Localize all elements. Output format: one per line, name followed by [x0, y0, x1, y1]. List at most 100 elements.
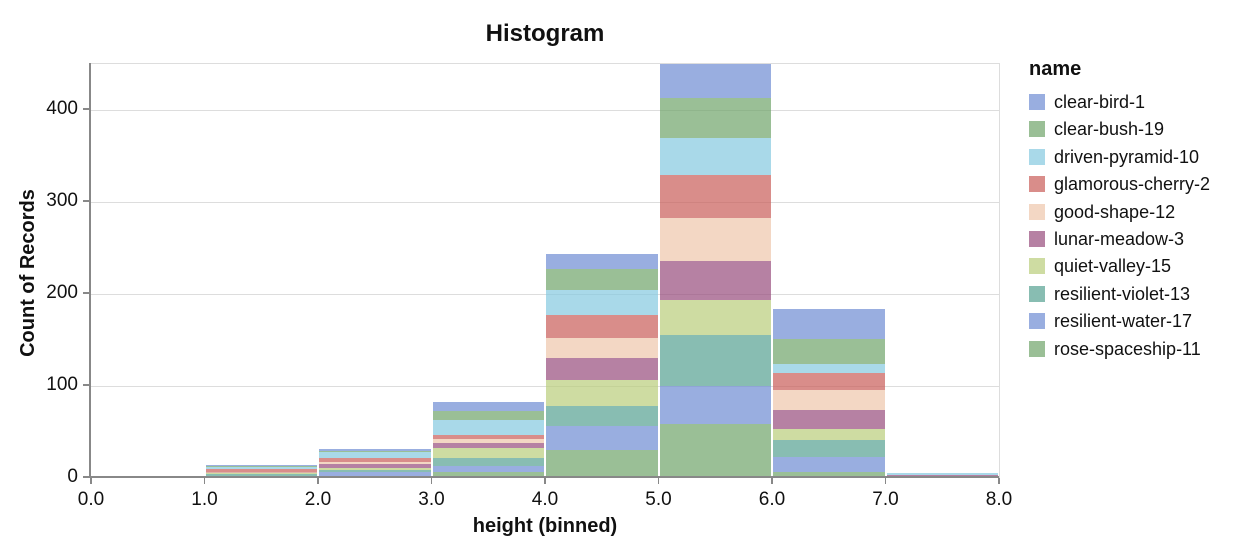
bar-segment-quiet-valley-15: [546, 379, 658, 407]
bar-segment-clear-bird-1: [773, 308, 885, 340]
bar-segment-resilient-water-17: [319, 472, 431, 477]
legend-item-clear-bush-19: clear-bush-19: [1029, 119, 1210, 140]
bar-segment-clear-bush-19: [205, 466, 317, 467]
x-tick-label: 7.0: [872, 489, 899, 510]
x-axis-title: height (binned): [472, 515, 618, 537]
legend-swatch: [1029, 148, 1045, 165]
legend-label: quiet-valley-15: [1054, 256, 1172, 277]
legend-item-driven-pyramid-10: driven-pyramid-10: [1029, 146, 1210, 167]
legend-swatch: [1029, 285, 1045, 302]
x-tick: [998, 478, 1000, 484]
bar-segment-clear-bird-1: [319, 449, 431, 452]
y-tick-label: 0: [67, 466, 78, 487]
bar-segment-rose-spaceship-11: [546, 450, 658, 478]
bar-segment-clear-bush-19: [432, 410, 544, 421]
bar-segment-rose-spaceship-11: [659, 423, 771, 478]
x-tick-label: 6.0: [758, 489, 786, 510]
y-tick: [83, 476, 89, 478]
legend-items: clear-bird-1 clear-bush-19 driven-pyramid-…: [1029, 92, 1211, 359]
plot-area: [91, 63, 1000, 478]
bar-segment-resilient-water-17: [659, 386, 771, 424]
x-tick-label: 8.0: [985, 489, 1013, 510]
x-tick-label: 3.0: [418, 489, 445, 510]
bar-segment-clear-bird-1: [205, 465, 317, 467]
bar-segment-resilient-violet-13: [546, 406, 658, 427]
chart-title: Histogram: [485, 20, 605, 47]
x-tick: [884, 478, 886, 484]
bar-segment-resilient-violet-13: [773, 440, 885, 457]
legend-label: lunar-meadow-3: [1054, 228, 1185, 249]
bar-segment-clear-bush-19: [773, 339, 885, 364]
legend-swatch: [1029, 121, 1045, 138]
legend-label: driven-pyramid-10: [1054, 146, 1200, 167]
x-tick: [544, 478, 546, 484]
legend-swatch: [1029, 313, 1045, 330]
bar-segment-lunar-meadow-3: [659, 260, 771, 301]
bar-segment-resilient-water-17: [432, 466, 544, 472]
bar-segment-clear-bush-19: [546, 269, 658, 291]
x-tick: [317, 478, 319, 484]
bar-segment-glamorous-cherry-2: [205, 468, 317, 472]
bar-segment-quiet-valley-15: [205, 473, 317, 475]
legend-swatch: [1029, 176, 1045, 193]
x-tick-label: 2.0: [304, 489, 332, 510]
bar-segment-quiet-valley-15: [432, 447, 544, 458]
legend-label: resilient-violet-13: [1054, 283, 1191, 304]
legend-label: glamorous-cherry-2: [1054, 174, 1211, 195]
bar-segment-driven-pyramid-10: [659, 137, 771, 176]
bar-segment-glamorous-cherry-2: [546, 315, 658, 339]
x-axis-line: [89, 476, 999, 478]
bar-segment-resilient-violet-13: [319, 469, 431, 473]
y-tick: [83, 384, 89, 386]
bar-segment-lunar-meadow-3: [432, 443, 544, 448]
x-tick: [657, 478, 659, 484]
x-tick: [430, 478, 432, 484]
legend-label: clear-bird-1: [1054, 92, 1146, 112]
bar-segment-good-shape-12: [432, 439, 544, 444]
bar-segment-driven-pyramid-10: [205, 466, 317, 469]
y-tick: [83, 200, 89, 202]
bar-segment-good-shape-12: [319, 462, 431, 465]
bar-segment-lunar-meadow-3: [773, 409, 885, 430]
legend-item-good-shape-12: good-shape-12: [1029, 203, 1210, 221]
gridline: [91, 109, 999, 111]
bar-segment-glamorous-cherry-2: [773, 373, 885, 390]
bar-segment-driven-pyramid-10: [773, 363, 885, 374]
legend-swatch: [1029, 340, 1045, 357]
gridline: [91, 385, 999, 387]
x-tick: [203, 478, 205, 484]
y-tick: [83, 108, 89, 110]
y-tick-label: 200: [46, 282, 78, 303]
y-tick-label: 400: [46, 98, 78, 119]
bar-segment-lunar-meadow-3: [319, 464, 431, 468]
bar-segment-glamorous-cherry-2: [659, 175, 771, 218]
legend-item-lunar-meadow-3: lunar-meadow-3: [1029, 228, 1210, 249]
bar-segment-rose-spaceship-11: [432, 471, 544, 478]
bar-segment-clear-bush-19: [319, 451, 431, 453]
bar-segment-lunar-meadow-3: [205, 472, 317, 474]
y-tick-label: 300: [46, 190, 78, 211]
y-axis-line: [89, 63, 91, 478]
bar-segment-driven-pyramid-10: [886, 473, 998, 476]
legend-title: name: [1029, 58, 1082, 80]
bar-segment-clear-bird-1: [432, 401, 544, 411]
bar-segment-clear-bush-19: [659, 98, 771, 138]
bar-segment-driven-pyramid-10: [432, 420, 544, 435]
x-tick: [771, 478, 773, 484]
legend-item-glamorous-cherry-2: glamorous-cherry-2: [1029, 174, 1211, 195]
legend-item-rose-spaceship-11: rose-spaceship-11: [1029, 338, 1210, 359]
legend-label: clear-bush-19: [1054, 119, 1165, 140]
legend-item-clear-bird-1: clear-bird-1: [1029, 92, 1210, 112]
bar-segment-resilient-violet-13: [432, 457, 544, 467]
bar-segment-driven-pyramid-10: [546, 290, 658, 316]
bar-segment-resilient-violet-13: [659, 335, 771, 386]
x-tick-label: 5.0: [645, 489, 672, 510]
legend-label: rose-spaceship-11: [1054, 338, 1201, 359]
legend-swatch: [1029, 203, 1045, 220]
y-tick: [83, 292, 89, 294]
bar-segment-glamorous-cherry-2: [319, 457, 431, 463]
y-axis-title: Count of Records: [17, 189, 39, 357]
bar-segment-resilient-water-17: [773, 456, 885, 473]
gridline: [91, 201, 999, 203]
